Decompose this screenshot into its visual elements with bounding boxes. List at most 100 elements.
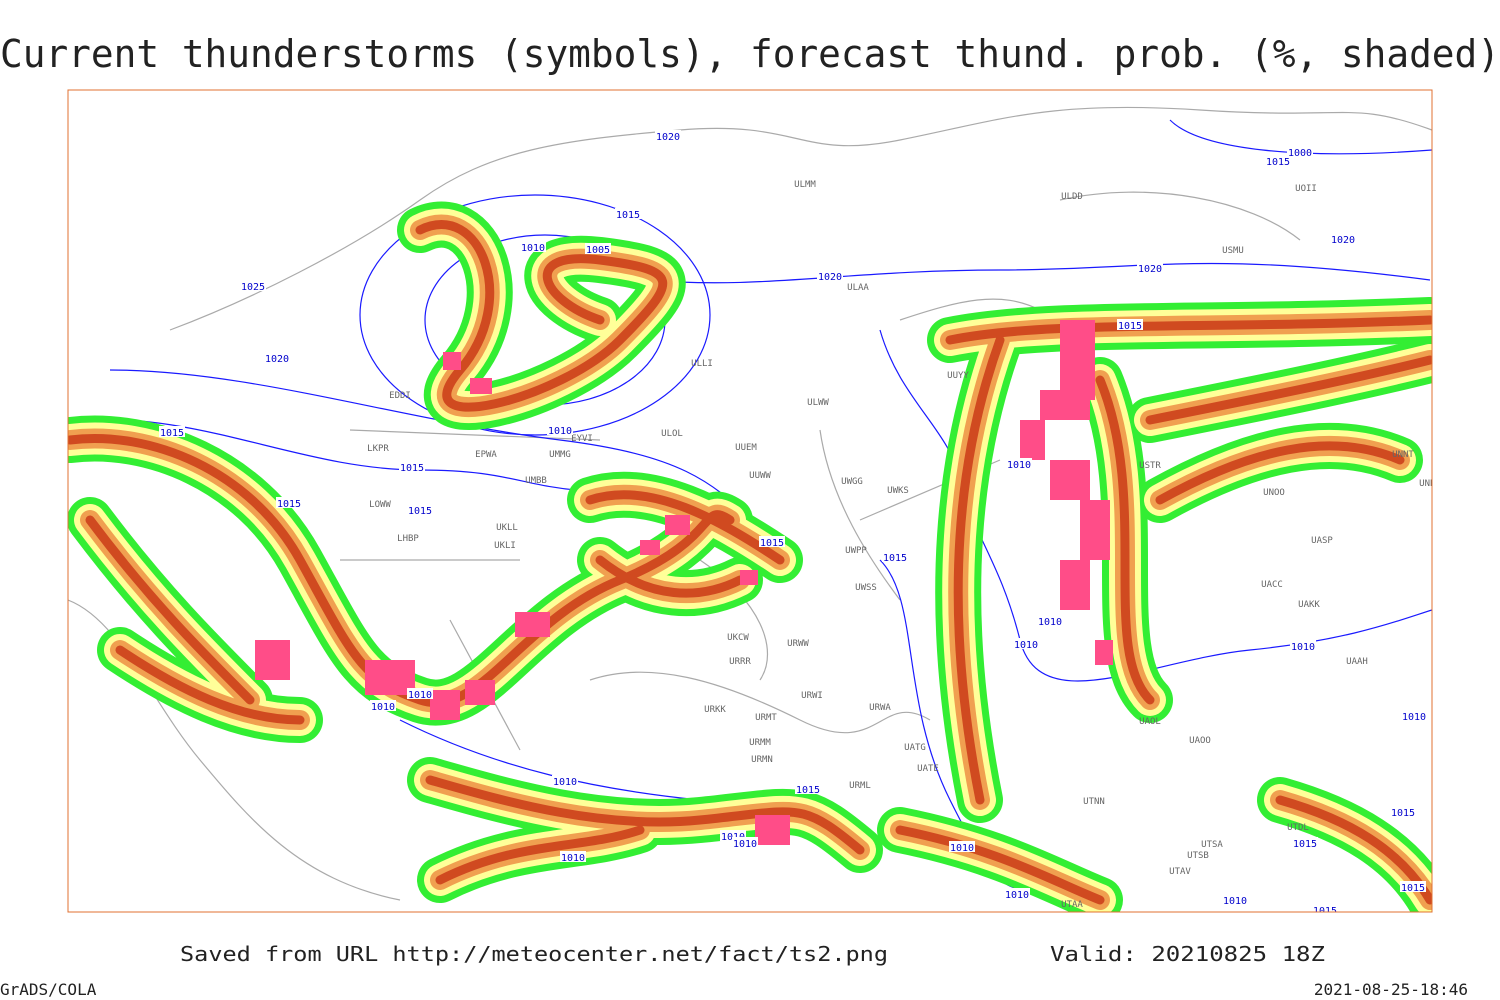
isobar-label: 1000 <box>1288 148 1312 159</box>
station-label: UWGG <box>841 477 863 487</box>
station-label: UKLI <box>494 541 516 551</box>
isobar-label-bg <box>1292 837 1318 848</box>
isobar-label: 1020 <box>818 272 842 283</box>
isobar-label-bg <box>520 241 546 252</box>
isobar-label-bg <box>276 497 302 508</box>
isobar-label: 1010 <box>1402 712 1426 723</box>
isobar-label: 1010 <box>733 839 757 850</box>
isobar-label-bg <box>720 830 746 841</box>
isobar-label-bg <box>407 504 433 515</box>
station-label: URKK <box>704 705 726 715</box>
isobar-label-bg <box>159 426 185 437</box>
station-label: UASP <box>1311 536 1333 546</box>
map-frame <box>67 89 1433 913</box>
isobar-label: 1020 <box>1138 264 1162 275</box>
isobar-label: 1010 <box>1005 890 1029 901</box>
isobar-label-bg <box>547 424 573 435</box>
station-label: URWA <box>869 703 891 713</box>
isobar-label-bg <box>1390 806 1416 817</box>
isobar-label: 1015 <box>1313 906 1337 917</box>
station-label: ULLI <box>691 359 713 369</box>
isobar-label: 1010 <box>521 243 545 254</box>
isobar-label: 1015 <box>760 538 784 549</box>
isobar-label: 1010 <box>1038 617 1062 628</box>
station-label: UACC <box>1261 580 1283 590</box>
isobar-label: 1010 <box>1014 640 1038 651</box>
isobar-label-bg <box>1137 262 1163 273</box>
station-label: USMU <box>1222 246 1244 256</box>
station-label: UAOO <box>1189 736 1211 746</box>
station-label: URMT <box>755 713 777 723</box>
software: GrADS/COLA <box>0 980 97 999</box>
station-label: URRR <box>729 657 751 667</box>
station-label: LKPR <box>367 444 389 454</box>
station-label: UMMG <box>549 450 571 460</box>
station-label: UTNN <box>1083 797 1105 807</box>
isobar-label: 1015 <box>1391 808 1415 819</box>
isobar-label-bg <box>1004 888 1030 899</box>
isobar-label-bg <box>1013 638 1039 649</box>
isobar-label-bg <box>560 851 586 862</box>
station-label: UTAV <box>1169 867 1191 877</box>
isobar-label: 1015 <box>400 463 424 474</box>
station-label: UAKK <box>1298 600 1320 610</box>
valid-time: Valid: 20210825 18Z <box>1050 942 1325 966</box>
isobar-label: 1020 <box>265 354 289 365</box>
isobar-label-bg <box>585 243 611 254</box>
station-label: URML <box>849 781 871 791</box>
station-label: UAOL <box>1139 717 1161 727</box>
isobar-label-bg <box>1290 640 1316 651</box>
isobar-label-bg <box>264 352 290 363</box>
station-label: UKCW <box>727 633 749 643</box>
isobar-label: 1015 <box>1401 883 1425 894</box>
station-label: EPWA <box>475 450 497 460</box>
isobar-label: 1010 <box>950 843 974 854</box>
station-label: EYVI <box>571 434 593 444</box>
isobar-label-bg <box>817 270 843 281</box>
isobar-label-bg <box>552 775 578 786</box>
station-label: UWSS <box>855 583 877 593</box>
isobar-label-bg <box>407 688 433 699</box>
isobar-label: 1005 <box>586 245 610 256</box>
isobar-label: 1010 <box>561 853 585 864</box>
isobar-label: 1015 <box>796 785 820 796</box>
isobar-label: 1025 <box>241 282 265 293</box>
station-label: EDDI <box>389 391 411 401</box>
isobar-label: 1010 <box>1007 460 1031 471</box>
isobar-label-bg <box>1287 146 1313 157</box>
isobar-label: 1015 <box>883 553 907 564</box>
station-label: URWW <box>787 639 809 649</box>
timestamp: 2021-08-25-18:46 <box>1314 980 1468 999</box>
isobar-label-bg <box>240 280 266 291</box>
isobar-label: 1010 <box>1291 642 1315 653</box>
isobar-label-bg <box>370 700 396 711</box>
station-label: UATE <box>917 764 939 774</box>
station-label: UNOO <box>1263 488 1285 498</box>
isobar-label: 1015 <box>160 428 184 439</box>
isobar-label: 1010 <box>371 702 395 713</box>
isobar-label-bg <box>1037 615 1063 626</box>
isobar-label-bg <box>399 461 425 472</box>
source-url: Saved from URL http://meteocenter.net/fa… <box>180 942 888 966</box>
isobar-label: 1010 <box>548 426 572 437</box>
isobar-label: 1015 <box>616 210 640 221</box>
isobar-label-bg <box>795 783 821 794</box>
isobar-label-bg <box>1400 881 1426 892</box>
probability-shading <box>70 225 1430 900</box>
station-label: ULAA <box>847 283 869 293</box>
station-label: UTDL <box>1287 823 1309 833</box>
thunderstorm-symbols <box>255 320 1113 845</box>
isobar-label-bg <box>949 841 975 852</box>
isobar-label-bg <box>1222 894 1248 905</box>
map: ULMM ULDD UOII USMU ULAA UUYY ULWW ULOL UUEM UUWW… <box>68 106 1432 917</box>
isobar-label: 1015 <box>277 499 301 510</box>
isobar-label-bg <box>1312 904 1338 912</box>
station-label: UUYY <box>947 371 969 381</box>
isobar-label-bg <box>1117 319 1143 330</box>
station-label: LHBP <box>397 534 419 544</box>
station-label: UAAH <box>1346 657 1368 667</box>
station-label: UMBB <box>525 476 547 486</box>
isobar-label-bg <box>1330 233 1356 244</box>
station-label: URWI <box>801 691 823 701</box>
isobar-label-bg <box>882 551 908 562</box>
